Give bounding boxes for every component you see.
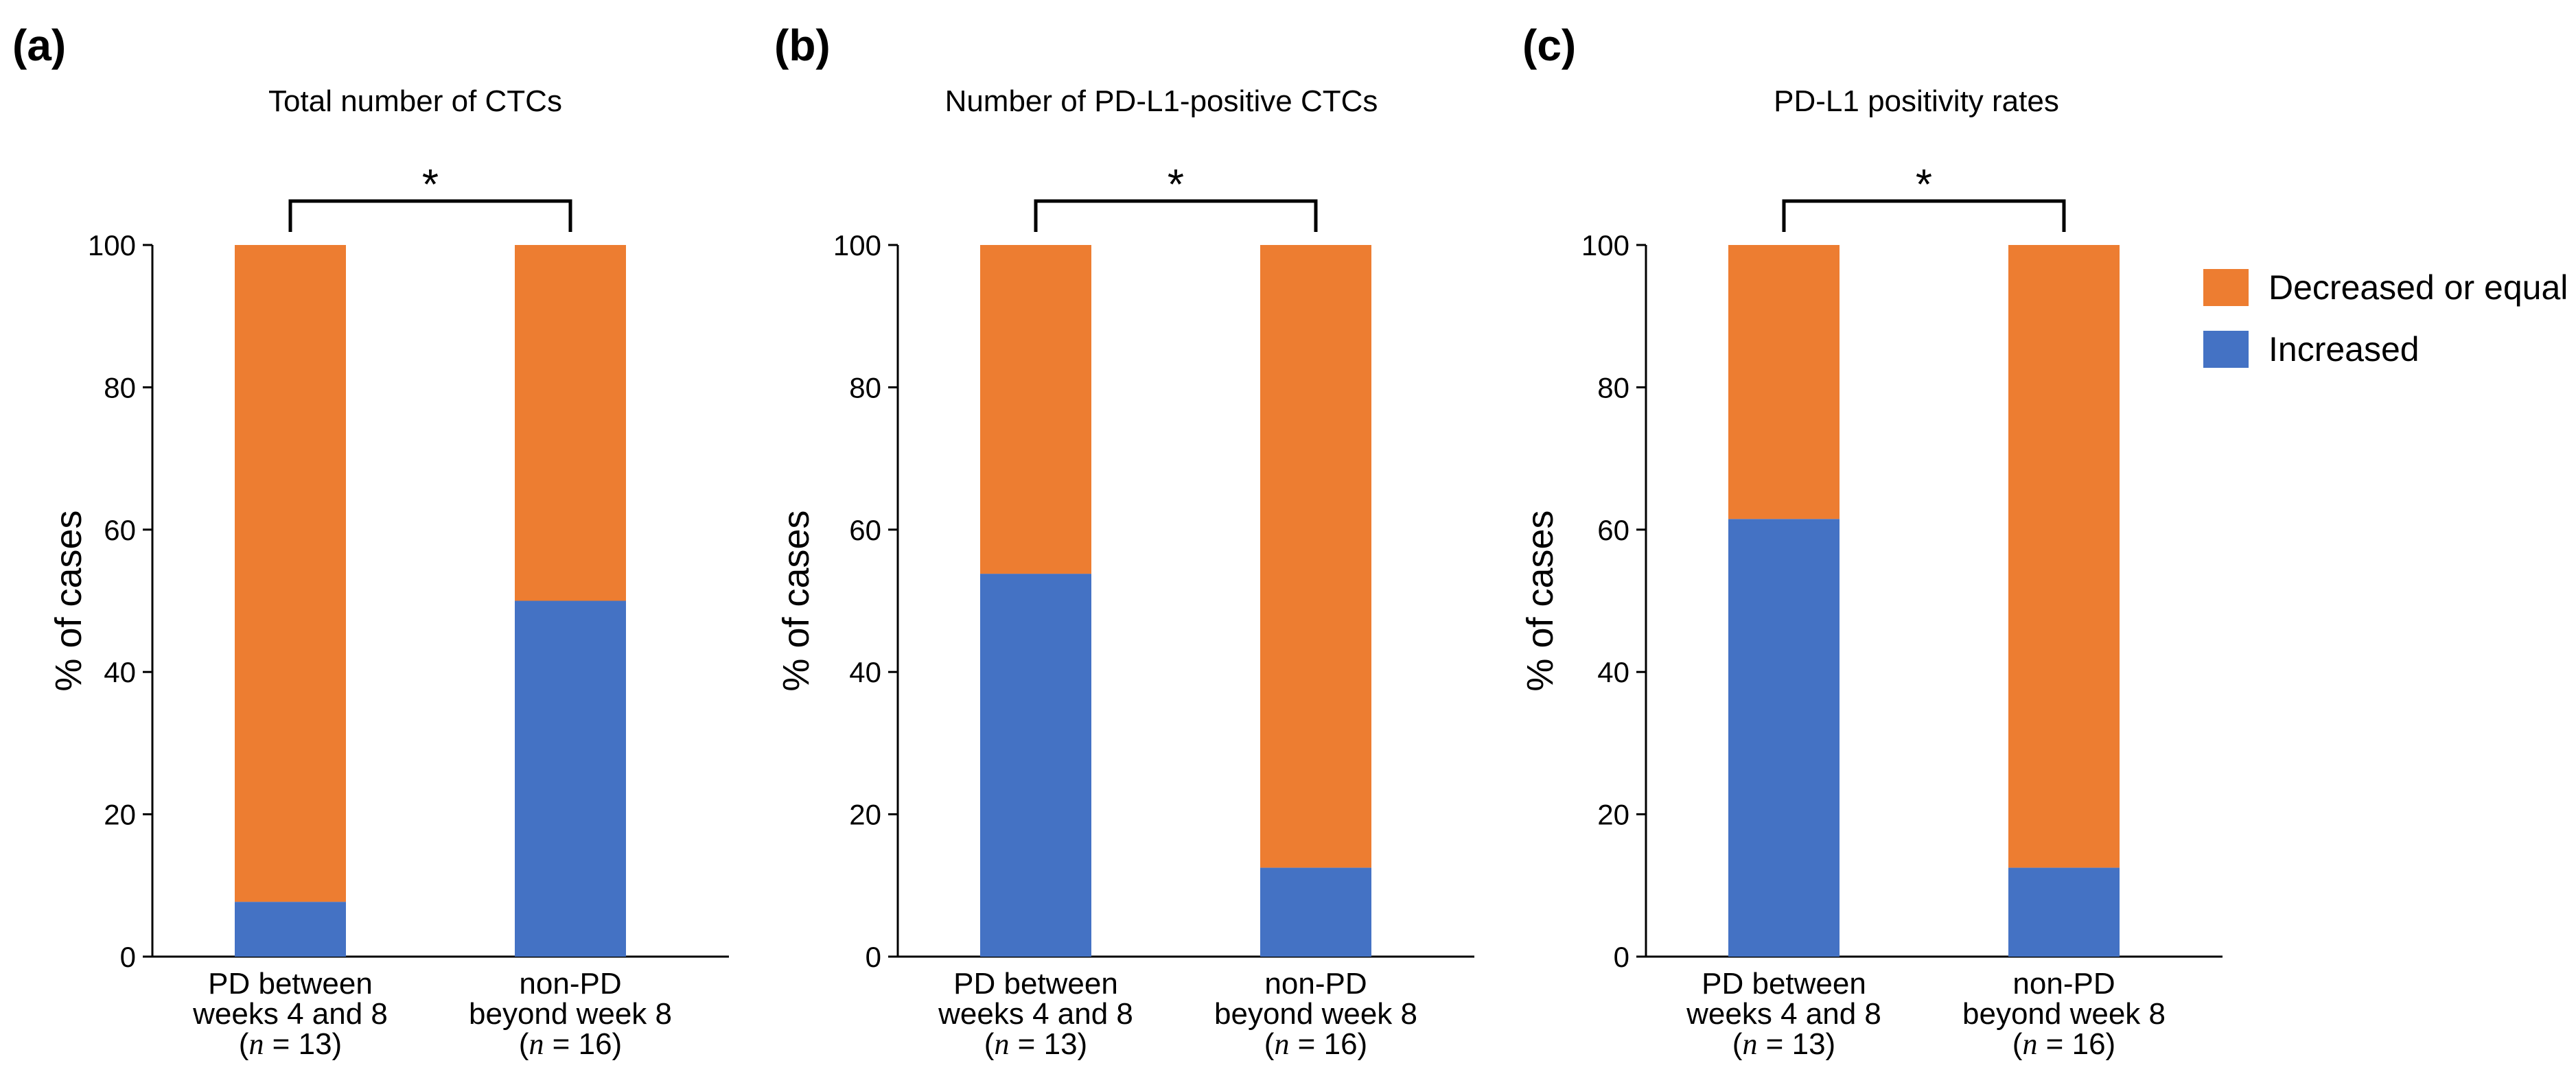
y-axis-label: % of cases — [48, 510, 89, 691]
x-category-n: (n = 13) — [984, 1027, 1087, 1061]
y-tick-label: 80 — [1597, 371, 1629, 404]
bar-decreased-or-equal-2 — [515, 245, 626, 601]
x-category-n: (n = 13) — [239, 1027, 342, 1061]
chart-title: Total number of CTCs — [268, 84, 562, 118]
x-category-label: beyond week 8 — [1962, 997, 2166, 1031]
x-category-n: (n = 16) — [519, 1027, 622, 1061]
significance-bracket — [288, 199, 572, 232]
y-tick-label: 60 — [849, 514, 881, 546]
x-category-label: non-PD — [1264, 967, 1367, 1001]
n-symbol: n — [248, 1027, 264, 1061]
y-tick-label: 20 — [1597, 799, 1629, 831]
legend-swatch — [2203, 269, 2249, 306]
significance-star: * — [1168, 161, 1184, 209]
legend-swatch — [2203, 331, 2249, 368]
significance-bracket — [1034, 199, 1318, 232]
bar-decreased-or-equal-1 — [235, 245, 346, 902]
n-symbol: n — [1274, 1027, 1289, 1061]
x-category-label: weeks 4 and 8 — [938, 997, 1133, 1031]
panel-label: (b) — [774, 21, 831, 70]
chart-title: PD-L1 positivity rates — [1774, 84, 2059, 118]
n-symbol: n — [2022, 1027, 2037, 1061]
x-category-label: PD between — [1702, 967, 1866, 1001]
n-value: = 13) — [1757, 1027, 1835, 1061]
panel-label: (a) — [12, 21, 66, 70]
bar-decreased-or-equal-2 — [1260, 245, 1371, 868]
y-tick-label: 60 — [104, 514, 136, 546]
n-value: = 16) — [544, 1027, 622, 1061]
bar-decreased-or-equal-2 — [2008, 245, 2120, 868]
y-tick-label: 20 — [849, 799, 881, 831]
bar-increased-2 — [2008, 867, 2120, 957]
n-open: ( — [239, 1027, 249, 1061]
y-tick-label: 100 — [88, 229, 136, 261]
significance-star: * — [422, 161, 439, 209]
x-category-n: (n = 16) — [1264, 1027, 1367, 1061]
n-open: ( — [984, 1027, 995, 1061]
significance-star: * — [1916, 161, 1932, 209]
legend: Decreased or equal Increased — [2203, 268, 2568, 369]
y-axis-label: % of cases — [1520, 510, 1561, 691]
n-value: = 16) — [1289, 1027, 1367, 1061]
n-symbol: n — [529, 1027, 544, 1061]
legend-label: Decreased or equal — [2268, 268, 2568, 307]
bar-increased-1 — [235, 902, 346, 957]
bar-increased-1 — [1728, 519, 1840, 957]
significance-bracket — [1782, 199, 2066, 232]
n-symbol: n — [1742, 1027, 1757, 1061]
n-symbol: n — [994, 1027, 1009, 1061]
x-category-label: non-PD — [2012, 967, 2115, 1001]
n-value: = 13) — [264, 1027, 342, 1061]
y-tick-label: 40 — [104, 656, 136, 688]
y-tick-label: 0 — [120, 941, 136, 973]
x-category-label: beyond week 8 — [469, 997, 672, 1031]
y-tick-label: 80 — [849, 371, 881, 404]
x-category-label: beyond week 8 — [1214, 997, 1417, 1031]
chart-panel-1: (a) Total number of CTCs % of cases 0 20 40 60… — [12, 21, 729, 1061]
y-tick-label: 0 — [1614, 941, 1629, 973]
bar-decreased-or-equal-1 — [1728, 245, 1840, 519]
x-category-label: weeks 4 and 8 — [1686, 997, 1881, 1031]
chart-panel-3: (c) PD-L1 positivity rates % of cases 0 20 40… — [1520, 21, 2223, 1061]
y-tick-label: 40 — [1597, 656, 1629, 688]
chart-panel-2: (b) Number of PD-L1-positive CTCs % of cas… — [774, 21, 1474, 1061]
n-value: = 13) — [1009, 1027, 1087, 1061]
y-tick-label: 0 — [866, 941, 881, 973]
x-category-label: PD between — [953, 967, 1118, 1001]
x-category-label: non-PD — [519, 967, 621, 1001]
legend-label: Increased — [2268, 330, 2420, 369]
y-axis-label: % of cases — [776, 510, 817, 691]
y-tick-label: 60 — [1597, 514, 1629, 546]
bar-increased-2 — [515, 600, 626, 957]
y-tick-label: 80 — [104, 371, 136, 404]
y-tick-label: 40 — [849, 656, 881, 688]
x-category-label: weeks 4 and 8 — [192, 997, 388, 1031]
x-category-n: (n = 13) — [1732, 1027, 1835, 1061]
n-open: ( — [1732, 1027, 1743, 1061]
n-open: ( — [2012, 1027, 2023, 1061]
chart-title: Number of PD-L1-positive CTCs — [945, 84, 1378, 118]
y-tick-label: 100 — [833, 229, 881, 261]
x-category-label: PD between — [208, 967, 373, 1001]
bar-increased-2 — [1260, 867, 1371, 957]
y-tick-label: 20 — [104, 799, 136, 831]
x-category-n: (n = 16) — [2012, 1027, 2115, 1061]
n-open: ( — [519, 1027, 529, 1061]
n-value: = 16) — [2037, 1027, 2115, 1061]
bar-increased-1 — [980, 574, 1091, 957]
panel-label: (c) — [1522, 21, 1576, 70]
bar-decreased-or-equal-1 — [980, 245, 1091, 574]
y-tick-label: 100 — [1581, 229, 1629, 261]
n-open: ( — [1264, 1027, 1275, 1061]
